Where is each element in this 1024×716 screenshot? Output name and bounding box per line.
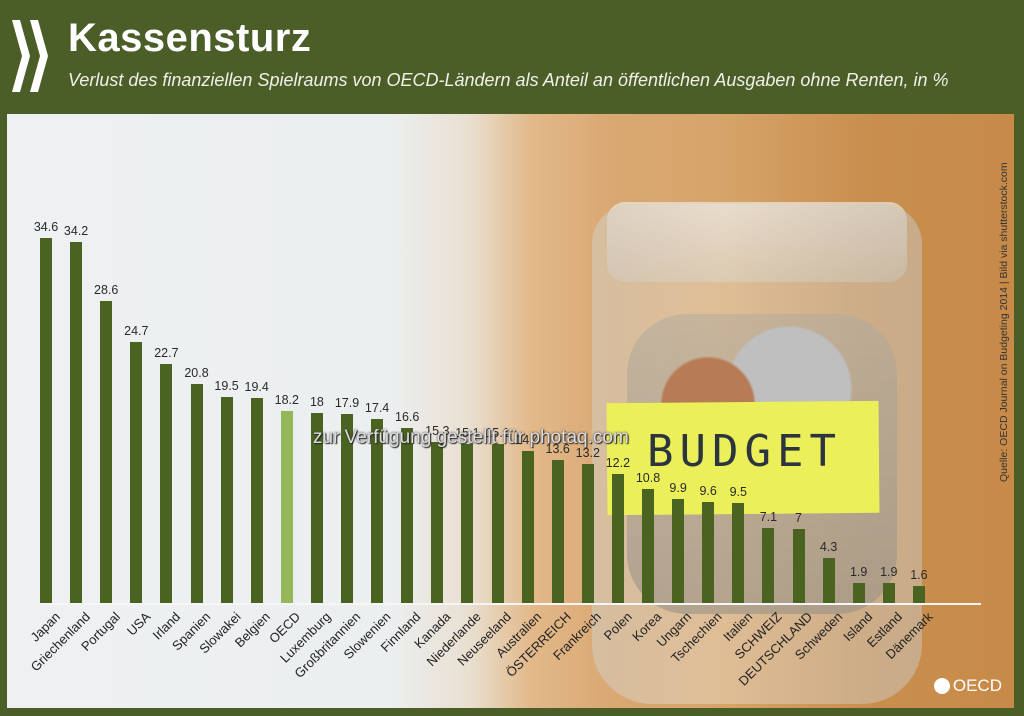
bar-chart: 34.6 Japan 34.2 Griechenland 28.6 Portugal 24.… xyxy=(7,114,1014,708)
value-label: 15.3 xyxy=(425,423,450,438)
bar-6 xyxy=(220,397,233,603)
value-label: 7 xyxy=(795,511,802,526)
value-label: 4.3 xyxy=(819,539,838,554)
bar-24 xyxy=(762,528,775,603)
value-label: 17.9 xyxy=(334,396,360,411)
x-axis-line xyxy=(39,603,981,605)
bar-25 xyxy=(792,529,805,603)
header: Kassensturz Verlust des finanziellen Spi… xyxy=(0,0,1024,112)
page-subtitle: Verlust des finanziellen Spielraums von … xyxy=(68,70,949,90)
bar-17 xyxy=(551,459,564,603)
bar-10 xyxy=(341,414,353,603)
value-label: 16.6 xyxy=(395,409,420,424)
value-label: 34.2 xyxy=(63,224,89,239)
source-note: Quelle: OECD Journal on Budgeting 2014 |… xyxy=(998,162,1010,482)
bar-12 xyxy=(401,427,414,603)
x-tick-label: Polen xyxy=(600,609,635,644)
value-label: 9.9 xyxy=(669,480,687,495)
bar-8 xyxy=(280,410,293,603)
oecd-chevrons-icon xyxy=(12,20,48,92)
bar-14 xyxy=(461,443,474,603)
budget-sticky-text: BUDGET xyxy=(647,426,842,477)
bar-7 xyxy=(250,398,263,603)
bar-21 xyxy=(672,498,685,603)
x-tick-label: USA xyxy=(123,609,153,639)
bar-3 xyxy=(130,342,143,603)
bar-27 xyxy=(852,582,865,603)
value-label: 18.2 xyxy=(274,392,299,407)
value-label: 1.9 xyxy=(880,564,898,579)
value-label: 1.6 xyxy=(910,568,928,583)
bar-22 xyxy=(702,501,715,603)
bar-19 xyxy=(611,474,624,603)
chart-panel: BUDGET 34.6 Japan 34.2 Griechenland 28.6 Port… xyxy=(7,114,1014,708)
globe-icon xyxy=(933,678,950,694)
bar-4 xyxy=(160,363,173,603)
bar-16 xyxy=(521,451,534,603)
value-label: 10.8 xyxy=(635,471,661,486)
value-label: 12.2 xyxy=(605,456,631,471)
bar-28 xyxy=(882,582,895,603)
value-label: 9.5 xyxy=(729,484,747,499)
bar-26 xyxy=(822,557,835,603)
page-title: Kassensturz xyxy=(68,16,312,60)
bar-11 xyxy=(371,419,384,603)
oecd-logo-text: OECD xyxy=(952,676,1002,695)
value-label: 14.4 xyxy=(515,433,540,448)
watermark: zur Verfügung gestellt für photaq.com xyxy=(313,427,629,448)
value-label: 28.6 xyxy=(94,283,119,298)
value-label: 15.1 xyxy=(485,425,510,440)
value-label: 13.6 xyxy=(545,441,570,456)
bar-0 xyxy=(40,237,52,603)
oecd-logo: OECD xyxy=(933,676,1002,696)
value-label: 13.2 xyxy=(575,445,600,460)
bar-20 xyxy=(642,489,654,603)
bar-2 xyxy=(100,301,113,603)
bar-23 xyxy=(732,502,745,603)
value-label: 7.1 xyxy=(759,510,778,525)
value-label: 34.6 xyxy=(33,219,59,234)
value-label: 24.7 xyxy=(124,324,149,339)
value-label: 18 xyxy=(309,395,324,410)
bar-13 xyxy=(431,441,444,603)
value-label: 1.9 xyxy=(849,564,868,579)
value-label: 15.1 xyxy=(455,425,480,440)
bar-29 xyxy=(912,586,925,603)
value-label: 19.5 xyxy=(214,379,239,394)
bar-15 xyxy=(491,443,504,603)
bar-1 xyxy=(70,242,83,603)
bar-5 xyxy=(190,383,203,603)
bar-18 xyxy=(581,463,594,603)
value-label: 20.8 xyxy=(184,365,209,380)
bar-9 xyxy=(310,413,323,603)
value-label: 22.7 xyxy=(154,345,179,360)
value-label: 9.6 xyxy=(699,483,717,498)
value-label: 17.4 xyxy=(364,401,390,416)
value-label: 19.4 xyxy=(244,380,269,395)
